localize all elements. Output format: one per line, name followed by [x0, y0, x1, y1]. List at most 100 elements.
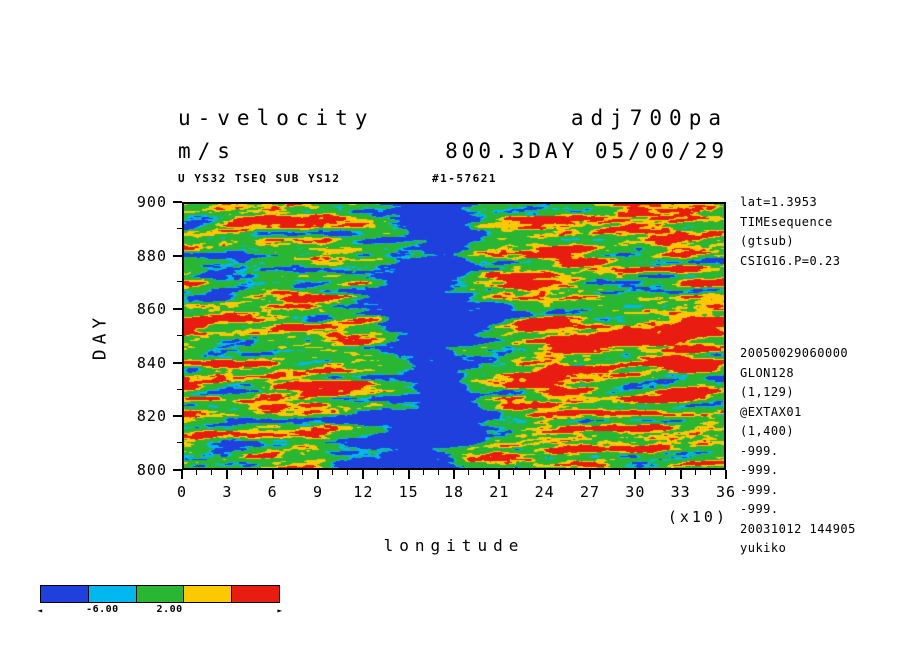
right-annotation-block-top: lat=1.3953 TIMEsequence (gtsub) CSIG16.P=0.…: [740, 193, 840, 271]
x-tick-label: 3: [222, 483, 233, 501]
x-tick-label: 27: [579, 483, 601, 501]
x-tick-label: 30: [625, 483, 646, 501]
time-stamp-label: 800.3DAY 05/00/29: [445, 139, 728, 163]
x-tick: [694, 470, 696, 475]
x-tick-label: 36: [715, 483, 737, 501]
colorbar-tick-label: -6.00: [86, 604, 119, 615]
colorbar-right-arrow-icon: ►: [277, 606, 283, 615]
annotation-line: (1,400): [740, 424, 795, 438]
colorbar: [40, 585, 280, 603]
x-tick: [453, 470, 455, 479]
x-tick: [573, 470, 575, 475]
x-tick: [664, 470, 666, 475]
x-tick-label: 24: [534, 483, 555, 501]
y-tick: [173, 254, 182, 257]
x-tick: [407, 470, 410, 479]
x-axis: 0 3 6 9 12 15 18 21 24 27 30 33 36: [177, 470, 735, 510]
x-tick-label: 12: [353, 483, 374, 501]
annotation-line: 20031012 144905: [740, 521, 856, 536]
x-tick-label: 21: [489, 483, 510, 501]
x-axis-title: longitude: [383, 536, 525, 555]
x-tick-label: 9: [312, 483, 324, 501]
x-tick-label: 15: [398, 483, 419, 501]
chart-subtitle-right: adj700pa: [570, 106, 728, 130]
x-tick: [301, 470, 303, 475]
y-tick-label: 900: [136, 193, 167, 211]
colorbar-tick-labels: ◄ -6.00 2.00 ►: [37, 604, 283, 618]
annotation-line: (1,129): [740, 385, 795, 399]
y-axis-title-wrap: DAY: [80, 202, 120, 470]
y-axis: 800 820 840 860 880 900: [132, 193, 182, 479]
y-tick: [173, 469, 182, 471]
colorbar-segment: [183, 585, 233, 603]
y-tick: [173, 308, 182, 311]
annotation-line: GLON128: [740, 365, 795, 380]
y-tick: [177, 442, 182, 444]
x-tick-label: 33: [670, 483, 691, 501]
x-tick: [332, 470, 334, 475]
x-tick: [513, 470, 515, 475]
annotation-line: lat=1.3953: [740, 195, 818, 209]
heatmap-canvas: [184, 204, 724, 468]
x-tick: [347, 470, 349, 475]
x-tick: [271, 470, 274, 479]
x-tick: [468, 470, 470, 475]
y-tick: [177, 281, 182, 283]
y-axis-title: DAY: [89, 312, 111, 360]
x-tick: [679, 470, 682, 479]
annotation-line: -999.: [740, 463, 779, 477]
x-tick: [181, 470, 183, 479]
x-axis-scale-note: (x10): [667, 508, 728, 526]
colorbar-segment: [40, 585, 89, 603]
y-tick: [173, 415, 182, 418]
x-tick: [483, 470, 485, 475]
y-tick-label: 840: [136, 353, 167, 372]
x-tick: [256, 470, 258, 475]
x-tick-label: 6: [267, 483, 278, 501]
x-tick: [589, 470, 591, 479]
x-tick: [528, 470, 530, 475]
x-tick: [558, 470, 560, 475]
annotation-line: @EXTAX01: [740, 404, 802, 419]
y-tick: [173, 361, 182, 364]
x-tick: [362, 470, 365, 479]
y-tick-label: 880: [136, 246, 167, 265]
x-tick: [604, 470, 606, 475]
colorbar-tick-label: 2.00: [156, 604, 183, 615]
y-tick-label: 860: [136, 300, 167, 319]
x-tick: [634, 470, 637, 479]
y-tick-label: 800: [136, 461, 167, 479]
dataset-meta-label: U YS32 TSEQ SUB YS12: [178, 172, 341, 185]
x-tick: [543, 470, 546, 479]
units-label: m/s: [178, 139, 237, 163]
annotation-line: -999.: [740, 443, 779, 458]
x-tick-label: 18: [443, 483, 465, 501]
record-id-label: #1-57621: [432, 172, 497, 185]
colorbar-segment: [87, 585, 137, 603]
annotation-line: CSIG16.P=0.23: [740, 253, 841, 268]
x-tick: [422, 470, 424, 475]
y-tick: [177, 388, 182, 390]
colorbar-segment: [135, 585, 185, 603]
x-tick: [392, 470, 394, 475]
annotation-line: -999.: [740, 502, 779, 516]
x-tick: [725, 470, 727, 479]
x-tick: [498, 470, 501, 479]
plot-frame: [182, 202, 726, 470]
annotation-line: 20050029060000: [740, 346, 849, 360]
x-tick: [437, 470, 439, 475]
annotation-line: TIMEsequence: [740, 214, 833, 229]
annotation-line: yukiko: [740, 541, 787, 555]
y-tick: [177, 335, 182, 336]
x-tick: [211, 470, 213, 475]
annotation-line: (gtsub): [740, 234, 795, 248]
y-tick: [173, 201, 182, 203]
x-tick: [619, 470, 621, 475]
x-tick: [709, 470, 711, 475]
colorbar-left-arrow-icon: ◄: [37, 606, 43, 615]
x-tick: [377, 470, 379, 475]
y-tick: [177, 227, 182, 229]
x-tick: [241, 470, 243, 475]
x-tick-label: 0: [176, 483, 188, 501]
